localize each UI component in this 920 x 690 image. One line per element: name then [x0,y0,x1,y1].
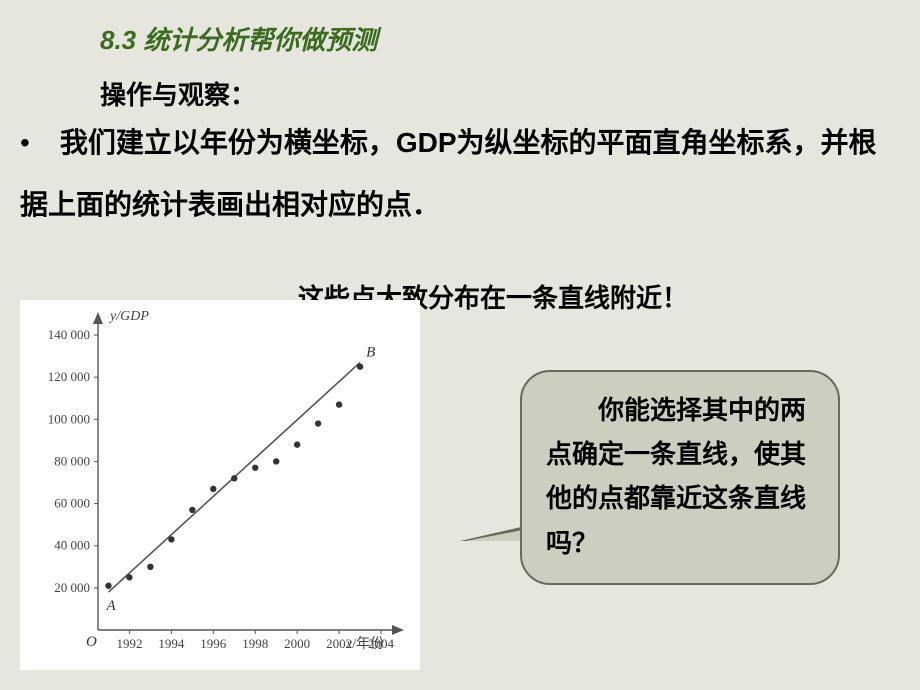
svg-text:120 000: 120 000 [48,369,90,384]
svg-text:1992: 1992 [116,636,142,651]
svg-text:1996: 1996 [200,636,227,651]
svg-text:1998: 1998 [242,636,268,651]
chart-svg: 20 000 40 000 60 000 80 000 100 000 120 000 14… [20,300,420,670]
bullet: • [20,127,30,158]
body-paragraph: •我们建立以年份为横坐标，GDP为纵坐标的平面直角坐标系，并根据上面的统计表画出… [0,112,920,235]
svg-text:80 000: 80 000 [54,453,90,468]
svg-text:40 000: 40 000 [54,538,90,553]
body-text-content: 我们建立以年份为横坐标，GDP为纵坐标的平面直角坐标系，并根据上面的统计表画出相… [20,127,877,220]
svg-text:1994: 1994 [158,636,185,651]
svg-text:B: B [366,344,375,360]
svg-text:140 000: 140 000 [48,327,90,342]
speech-bubble: 你能选择其中的两点确定一条直线，使其他的点都靠近这条直线吗？ [520,370,840,585]
svg-text:x/年份: x/年份 [345,636,384,652]
svg-text:A: A [105,598,116,614]
subtitle: 操作与观察： [0,57,920,112]
svg-text:100 000: 100 000 [48,411,90,426]
svg-text:y/GDP: y/GDP [108,309,149,324]
svg-text:O: O [86,634,97,650]
svg-text:20 000: 20 000 [54,580,90,595]
section-title: 8.3 统计分析帮你做预测 [0,0,920,57]
scatter-chart: 20 000 40 000 60 000 80 000 100 000 120 000 14… [20,300,420,670]
svg-text:60 000: 60 000 [54,496,90,511]
svg-text:2000: 2000 [284,636,310,651]
